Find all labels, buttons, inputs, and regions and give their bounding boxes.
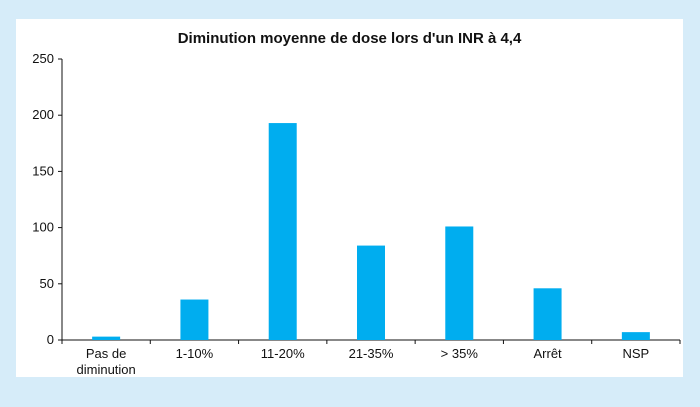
bar <box>92 336 121 340</box>
bar <box>268 123 297 341</box>
y-tick-label: 100 <box>32 220 54 235</box>
bar <box>533 288 562 340</box>
bar <box>357 245 385 340</box>
bar <box>445 226 474 340</box>
x-tick-label: > 35% <box>441 346 479 361</box>
chart-title: Diminution moyenne de dose lors d'un INR… <box>177 30 522 47</box>
x-tick-label: 1-10% <box>176 346 214 361</box>
y-tick-label: 50 <box>40 276 54 291</box>
x-tick-label: NSP <box>622 346 649 361</box>
x-tick-label: Pas de <box>86 346 126 361</box>
chart-panel <box>16 19 683 377</box>
bar <box>621 332 650 340</box>
bar <box>180 299 209 340</box>
y-tick-label: 0 <box>47 332 54 347</box>
y-tick-label: 150 <box>32 163 54 178</box>
x-tick-label: 11-20% <box>261 346 305 361</box>
y-tick-label: 200 <box>32 107 54 122</box>
x-tick-label: 21-35% <box>349 346 394 361</box>
x-tick-label: diminution <box>77 362 136 377</box>
x-tick-label: Arrêt <box>533 346 562 361</box>
y-tick-label: 250 <box>32 51 54 66</box>
